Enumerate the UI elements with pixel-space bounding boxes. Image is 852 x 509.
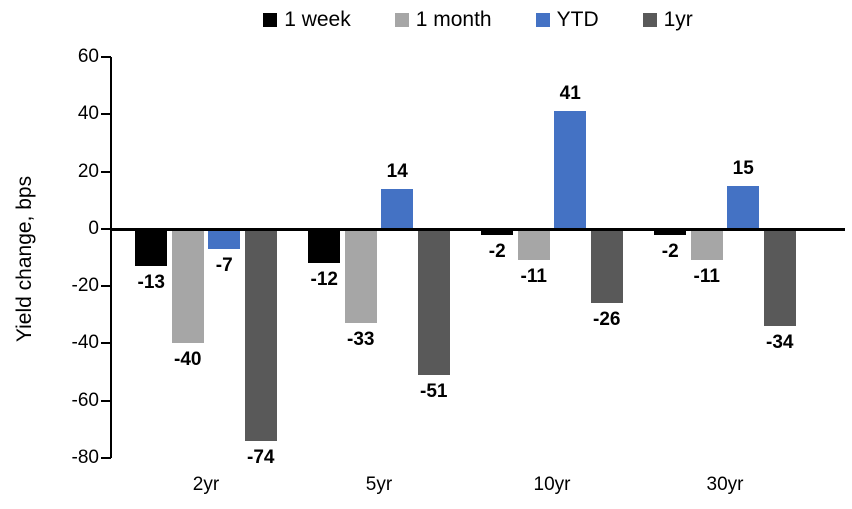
y-tick-label: -80 xyxy=(71,447,99,468)
y-axis-tick xyxy=(101,113,111,116)
x-category-label: 10yr xyxy=(533,474,571,495)
y-tick-label: -60 xyxy=(71,389,99,411)
legend-label: 1 week xyxy=(284,8,351,31)
bar-value-label: -33 xyxy=(347,329,375,351)
legend-item-1yr: 1yr xyxy=(642,8,693,32)
zero-line xyxy=(110,227,845,231)
bar-value-label: -11 xyxy=(520,266,547,288)
legend-swatch-icon xyxy=(394,13,409,27)
bar-YTD-10yr xyxy=(554,111,587,229)
legend-label: YTD xyxy=(556,8,599,31)
y-axis-tick xyxy=(101,227,111,230)
bar-value-label: 41 xyxy=(559,83,581,105)
bar-value-label: -13 xyxy=(137,272,165,294)
bar-YTD-5yr xyxy=(381,188,414,229)
bar-1-month-5yr xyxy=(344,228,377,324)
bar-value-label: -12 xyxy=(310,269,338,291)
bar-1-month-30yr xyxy=(690,228,723,261)
x-category-label: 30yr xyxy=(706,474,744,495)
legend-item-1-week: 1 week xyxy=(263,8,351,32)
y-tick-label: 20 xyxy=(77,160,99,182)
y-axis-tick xyxy=(101,170,111,173)
y-axis-tick xyxy=(101,56,111,58)
bar-1yr-5yr xyxy=(417,228,450,375)
legend-item-1-month: 1 month xyxy=(394,8,492,32)
bar-value-label: -34 xyxy=(766,332,794,354)
legend-swatch-icon xyxy=(535,13,550,27)
y-axis-line xyxy=(110,57,112,458)
bar-value-label: -7 xyxy=(215,254,233,276)
bar-YTD-2yr xyxy=(208,228,241,249)
y-tick-label: -40 xyxy=(71,332,99,354)
y-axis-tick xyxy=(101,342,111,345)
y-tick-label: 60 xyxy=(77,46,99,67)
bar-1-month-2yr xyxy=(171,228,204,344)
bar-value-label: -11 xyxy=(693,266,720,288)
bar-value-label: -2 xyxy=(488,240,506,262)
bar-1yr-2yr xyxy=(244,228,277,441)
y-tick-label: 0 xyxy=(88,217,99,239)
legend-item-YTD: YTD xyxy=(535,8,599,32)
y-axis-tick xyxy=(101,399,111,402)
x-category-label: 5yr xyxy=(365,474,393,495)
bar-YTD-30yr xyxy=(727,185,760,229)
bar-value-label: -40 xyxy=(174,349,202,371)
y-tick-label: -20 xyxy=(71,275,99,297)
bar-1yr-30yr xyxy=(763,228,796,327)
legend-label: 1 month xyxy=(415,8,492,31)
x-category-label: 2yr xyxy=(192,474,220,495)
legend-label: 1yr xyxy=(663,8,693,31)
legend-swatch-icon xyxy=(263,13,278,27)
bar-value-label: -74 xyxy=(247,446,275,468)
y-axis-tick xyxy=(101,457,111,459)
bar-1-week-5yr xyxy=(308,228,341,264)
bar-value-label: 15 xyxy=(732,157,754,179)
y-axis-tick xyxy=(101,285,111,288)
bar-1-month-10yr xyxy=(517,228,550,261)
bar-1-week-2yr xyxy=(135,228,168,267)
bar-1-week-10yr xyxy=(481,228,514,235)
bar-value-label: -2 xyxy=(661,240,679,262)
bar-value-label: -26 xyxy=(593,309,621,331)
legend-swatch-icon xyxy=(642,13,657,27)
bar-1-week-30yr xyxy=(654,228,687,235)
bar-value-label: 14 xyxy=(386,160,408,182)
chart-legend: 1 week 1 month YTD 1yr xyxy=(111,8,845,32)
y-tick-label: 40 xyxy=(77,103,99,125)
bar-value-label: -51 xyxy=(420,380,448,402)
bar-1yr-10yr xyxy=(590,228,623,304)
